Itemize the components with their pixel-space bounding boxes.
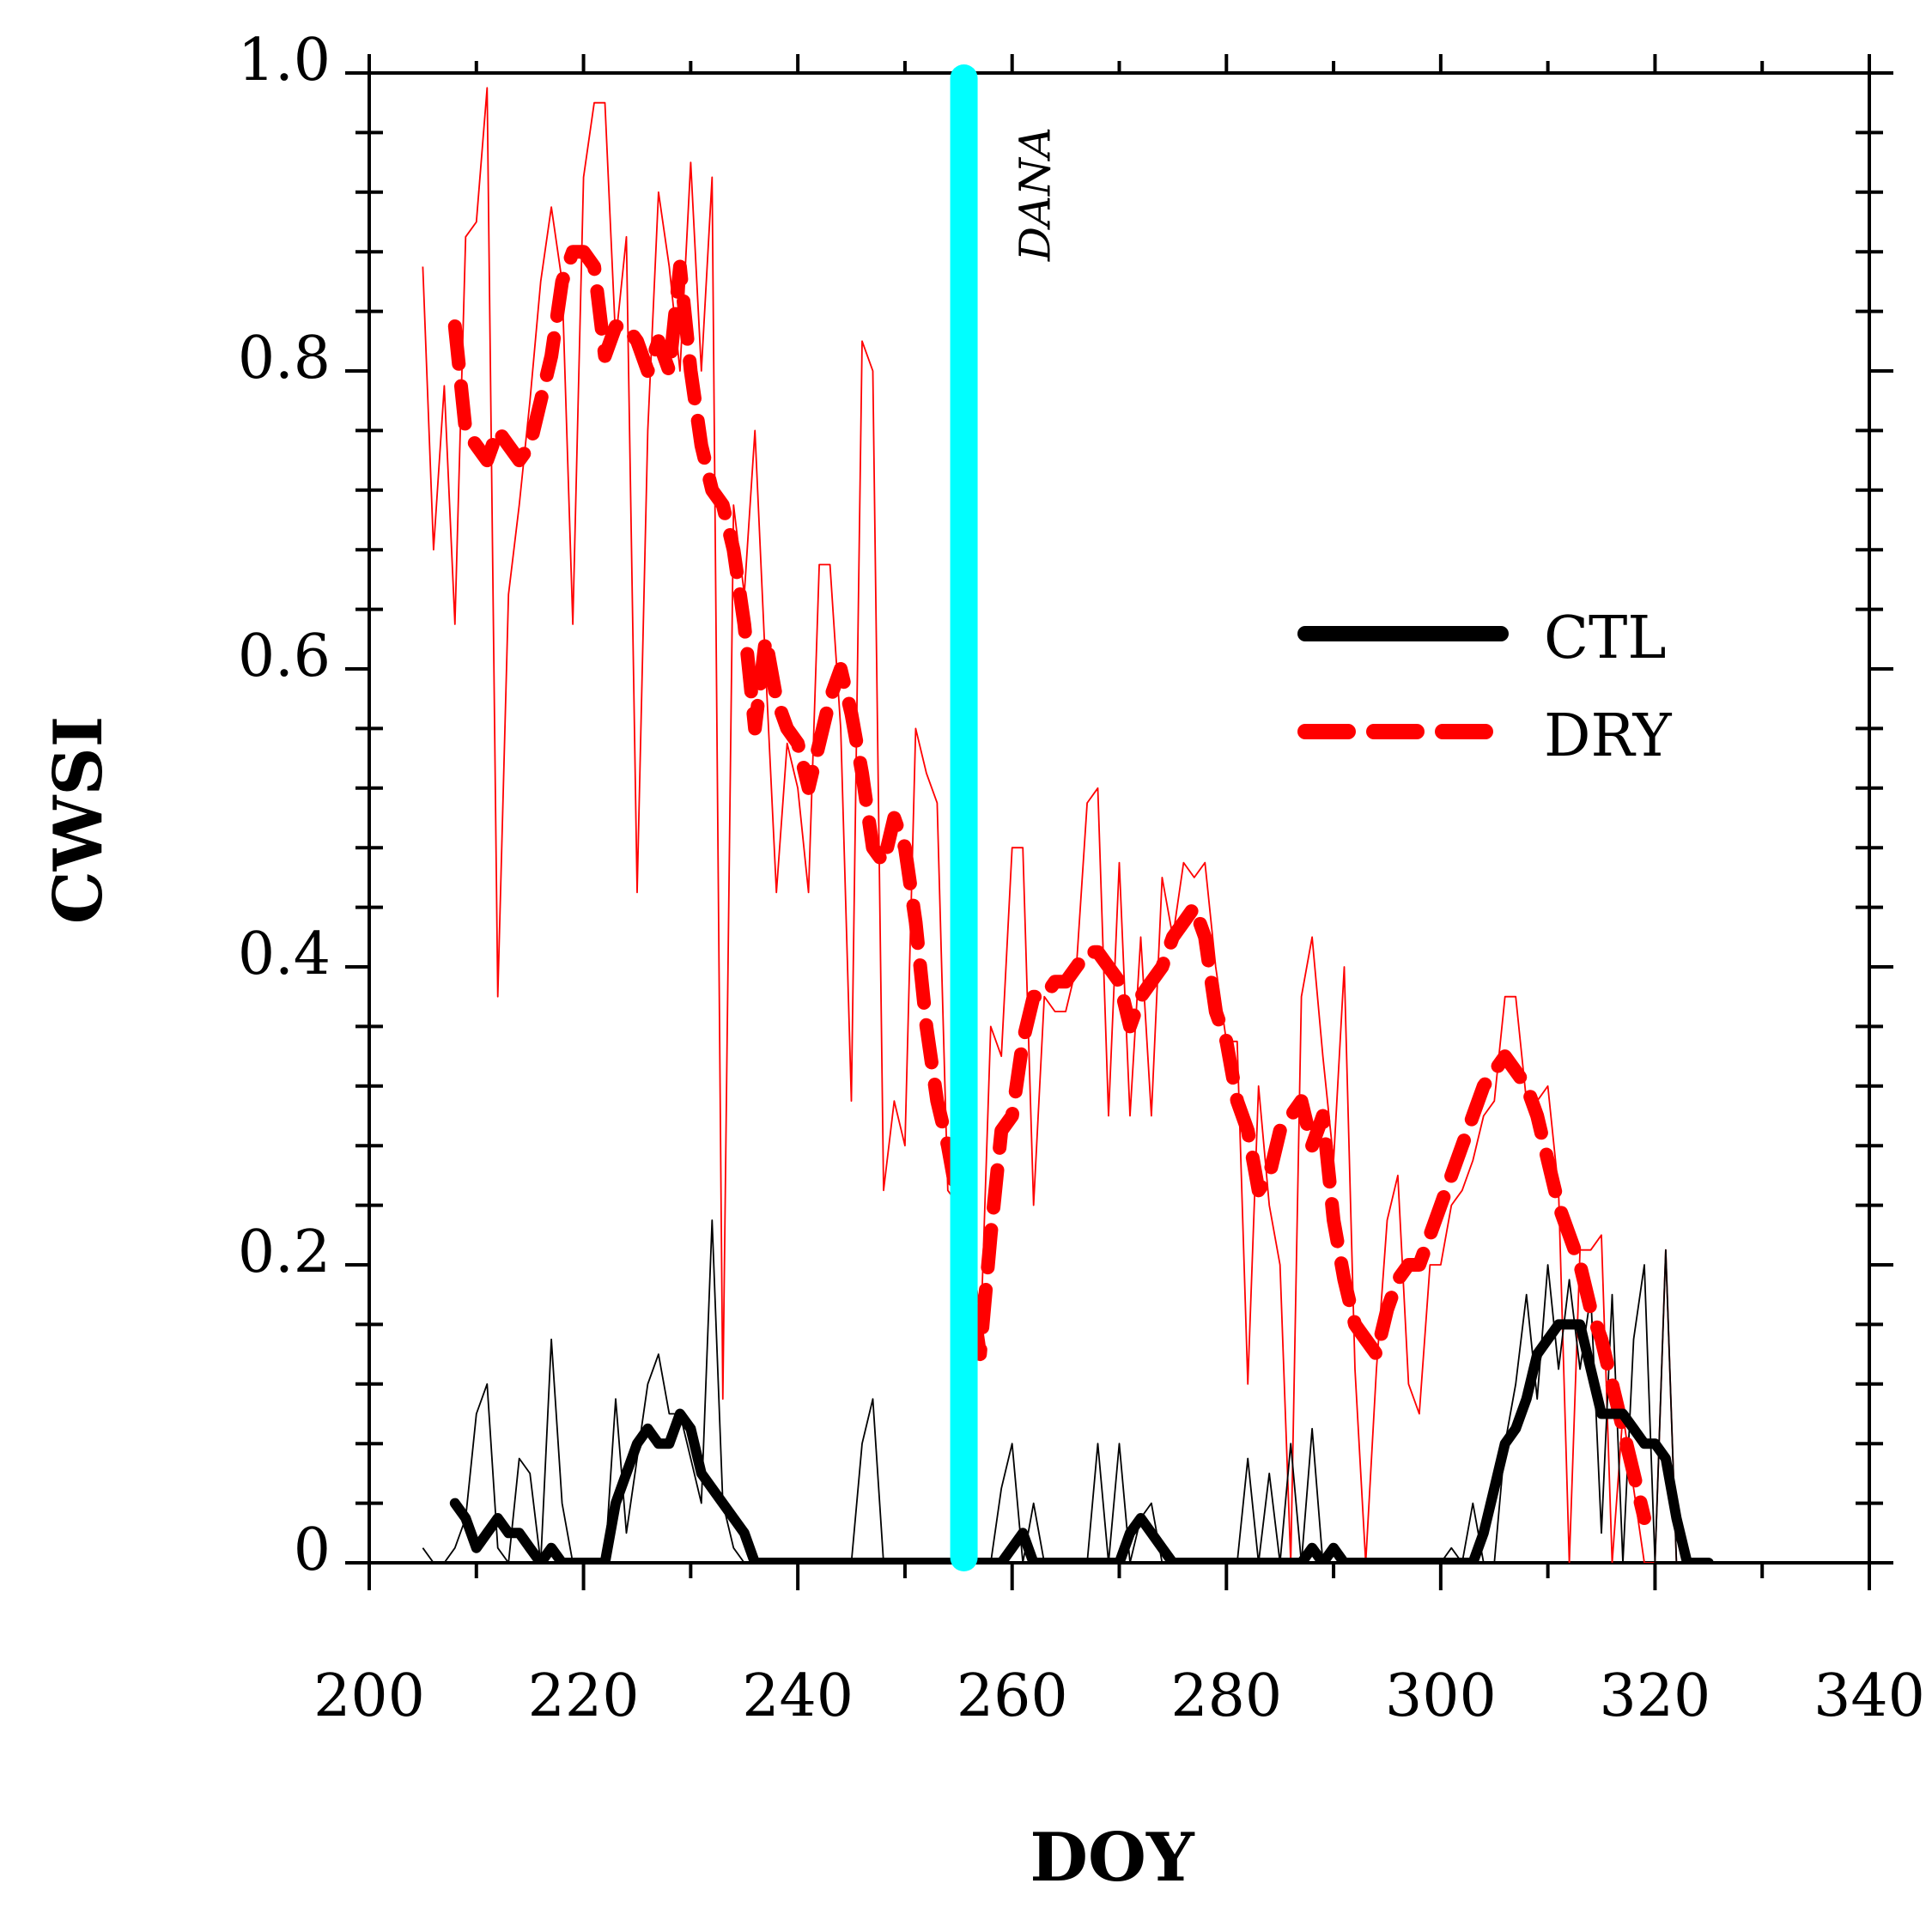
x-axis-title: DOY xyxy=(1030,1819,1195,1897)
series-ctl-daily-line xyxy=(422,1219,1687,1563)
y-tick-label: 0.6 xyxy=(238,623,331,690)
axis-tick-labels: 200 220 240 260 280 300 320 340 0 0.2 0.4 0.6 0.8 1.0 xyxy=(238,27,1925,1730)
series-layer xyxy=(422,87,1714,1563)
y-tick-label: 0.8 xyxy=(238,325,331,392)
y-tick-label: 0.2 xyxy=(238,1218,331,1286)
series-ctl-line xyxy=(449,1319,1714,1563)
x-tick-label: 340 xyxy=(1814,1662,1925,1730)
x-tick-label: 280 xyxy=(1170,1662,1282,1730)
dana-event-line xyxy=(950,64,978,1571)
series-dry-daily-line xyxy=(422,87,1678,1563)
x-tick-label: 260 xyxy=(957,1662,1068,1730)
x-tick-label: 300 xyxy=(1385,1662,1497,1730)
y-tick-label: 0.4 xyxy=(238,921,331,988)
series-dry-line xyxy=(447,245,1651,1525)
x-tick-label: 240 xyxy=(742,1662,854,1730)
legend: CTL DRY xyxy=(1297,605,1673,770)
y-axis-title: CWSI xyxy=(39,716,118,925)
y-tick-label: 0 xyxy=(294,1516,331,1584)
x-tick-label: 220 xyxy=(528,1662,640,1730)
y-tick-label: 1.0 xyxy=(238,27,331,94)
dana-event-label: DANA xyxy=(1011,127,1060,262)
x-tick-label: 320 xyxy=(1600,1662,1711,1730)
x-tick-label: 200 xyxy=(313,1662,425,1730)
legend-dry-label: DRY xyxy=(1544,702,1673,770)
legend-ctl-label: CTL xyxy=(1544,605,1667,672)
axis-ticks xyxy=(345,54,1893,1590)
